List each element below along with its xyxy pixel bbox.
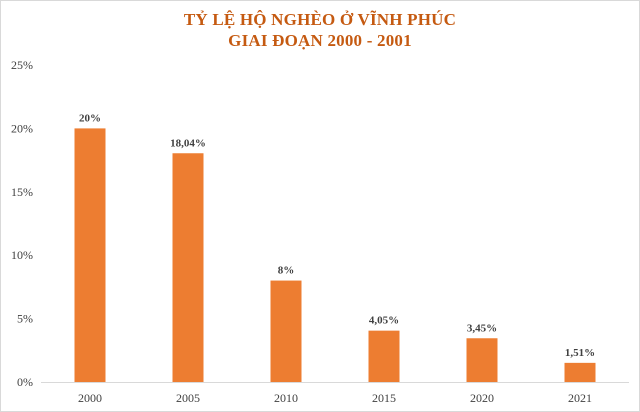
bar <box>74 128 106 382</box>
data-label: 3,45% <box>467 322 497 334</box>
bar <box>466 338 498 382</box>
chart-title: TỶ LỆ HỘ NGHÈO Ở VĨNH PHÚC GIAI ĐOẠN 200… <box>1 9 639 51</box>
x-tick-label: 2000 <box>78 391 102 405</box>
x-tick-label: 2005 <box>176 391 200 405</box>
bar <box>564 362 596 382</box>
chart-title-line-1: TỶ LỆ HỘ NGHÈO Ở VĨNH PHÚC <box>183 10 457 29</box>
y-tick-label: 5% <box>17 312 33 326</box>
x-tick-label: 2010 <box>274 391 298 405</box>
bar <box>270 280 302 382</box>
y-tick-label: 20% <box>11 121 33 135</box>
x-tick-label: 2021 <box>568 391 592 405</box>
data-label: 20% <box>79 112 101 124</box>
y-tick-label: 25% <box>11 58 33 72</box>
data-label: 1,51% <box>565 347 595 359</box>
y-tick-label: 15% <box>11 185 33 199</box>
y-tick-label: 0% <box>17 375 33 389</box>
bar <box>172 153 204 382</box>
data-label: 8% <box>278 265 295 277</box>
y-tick-label: 10% <box>11 248 33 262</box>
x-tick-label: 2020 <box>470 391 494 405</box>
data-label: 18,04% <box>170 137 206 149</box>
x-tick-label: 2015 <box>372 391 396 405</box>
chart-title-line-2: GIAI ĐOẠN 2000 - 2001 <box>228 31 412 50</box>
bar <box>368 330 400 382</box>
data-label: 4,05% <box>369 315 399 327</box>
